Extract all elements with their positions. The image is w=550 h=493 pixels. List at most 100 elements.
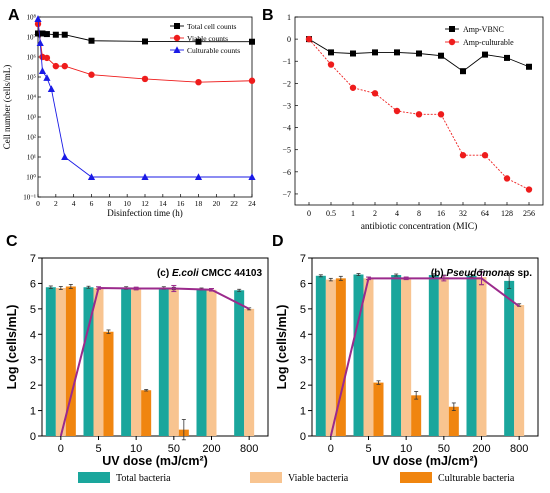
x-tick-label: 16	[437, 209, 445, 218]
data-point	[39, 30, 46, 37]
x-tick-label: 32	[459, 209, 467, 218]
data-point	[372, 49, 378, 56]
y-tick-label: −4	[282, 124, 291, 133]
y-tick-label: 2	[30, 380, 36, 392]
x-tick-label: 14	[159, 199, 167, 208]
x-axis-title: Disinfection time (h)	[107, 208, 182, 218]
plot-frame	[311, 257, 539, 437]
data-point	[43, 31, 50, 38]
y-tick-label: 5	[30, 304, 36, 316]
legend-label: Viable bacteria	[288, 473, 349, 484]
x-tick-label: 10	[130, 443, 142, 455]
data-point	[503, 175, 511, 182]
bar	[504, 280, 515, 436]
legend-label: Amp-culturable	[463, 38, 514, 47]
shared-legend: Total bacteria Viable bacteria Culturable …	[78, 472, 515, 484]
y-tick-label: 10³	[27, 114, 36, 122]
data-point	[52, 62, 60, 70]
bar	[244, 308, 255, 436]
y-tick-label: 2	[300, 380, 306, 392]
legend-marker	[449, 26, 455, 32]
chart-c-ecoli-uv: 0 1 2 3 4 5 6 7 0 5 10 50 200 800 UV dose (mJ/cm²) Log …	[5, 253, 269, 468]
data-point	[394, 49, 400, 56]
legend-marker	[173, 46, 181, 53]
x-tick-label: 16	[177, 199, 185, 208]
x-tick-label: 6	[90, 199, 94, 208]
x-tick-label: 50	[168, 443, 180, 455]
data-point	[43, 54, 51, 62]
x-tick-label: 5	[95, 443, 101, 455]
bar	[168, 288, 179, 436]
x-tick-label: 4	[72, 199, 76, 208]
legend-label: Total bacteria	[116, 473, 171, 484]
x-tick-label: 12	[141, 199, 149, 208]
y-tick-label: 4	[300, 329, 306, 341]
legend-marker	[173, 34, 181, 42]
x-tick-label: 2	[54, 199, 58, 208]
data-point	[61, 62, 68, 70]
y-tick-label: 10²	[27, 134, 36, 142]
bar	[158, 288, 169, 436]
x-tick-label: 64	[481, 209, 489, 218]
data-point	[526, 63, 532, 70]
bar	[373, 382, 384, 436]
y-tick-label: 10⁶	[27, 54, 37, 62]
bar	[234, 290, 245, 436]
y-tick-label: 7	[30, 253, 36, 265]
y-tick-label: 10⁸	[27, 14, 37, 22]
y-tick-label: 10⁰	[26, 174, 36, 182]
panel-letter-c: C	[6, 233, 18, 250]
bar	[401, 278, 412, 436]
data-point	[141, 75, 149, 83]
bar	[476, 277, 487, 436]
data-point	[43, 74, 51, 81]
legend-marker	[448, 38, 456, 46]
x-tick-label: 8	[417, 209, 421, 218]
bar	[141, 390, 152, 436]
data-point	[194, 173, 203, 180]
y-tick-label: 7	[300, 253, 306, 265]
data-point	[47, 85, 55, 93]
panel-letter-d: D	[272, 233, 284, 250]
y-tick-label: 1	[30, 406, 36, 418]
panel-letter-a: A	[8, 7, 20, 24]
bar	[121, 288, 132, 436]
bar	[353, 274, 364, 436]
data-point	[459, 152, 467, 159]
data-point	[460, 68, 466, 75]
y-tick-label: 6	[300, 278, 306, 290]
y-tick-label: −2	[282, 79, 291, 88]
y-tick-label: 3	[300, 355, 306, 367]
bar	[514, 305, 525, 436]
data-point	[249, 38, 255, 45]
data-point	[415, 111, 423, 118]
data-point	[35, 30, 41, 37]
x-tick-label: 18	[195, 199, 203, 208]
y-axis-title: Log (cells/mL)	[275, 305, 289, 390]
data-point	[327, 61, 335, 68]
x-tick-label: 1	[351, 209, 355, 218]
data-point	[88, 71, 95, 78]
x-tick-label: 0	[328, 443, 334, 455]
data-point	[34, 20, 42, 28]
bar	[45, 287, 56, 436]
bar	[55, 288, 66, 436]
y-tick-label: 10⁻¹	[23, 194, 36, 202]
legend-marker	[174, 23, 180, 29]
panel-letter-b: B	[262, 7, 274, 24]
data-point	[416, 50, 422, 57]
bar	[466, 275, 477, 436]
chart-d-pseudomonas-uv: 0 1 2 3 4 5 6 7 0 5 10 50 200 800 UV dose (mJ/cm²) Log …	[275, 253, 539, 468]
trend-line	[329, 277, 520, 437]
data-point	[36, 39, 44, 47]
x-tick-label: 200	[202, 443, 220, 455]
legend-label: Total cell counts	[187, 22, 237, 31]
x-tick-label: 800	[240, 443, 258, 455]
y-tick-label: 6	[30, 278, 36, 290]
y-tick-label: 0	[287, 35, 291, 44]
plot-frame	[41, 257, 269, 437]
annotation-part: E.coli	[172, 268, 199, 279]
annotation-part: CMCC 44103	[199, 268, 263, 279]
bar	[325, 279, 336, 436]
legend-label: Culturable counts	[187, 46, 240, 55]
